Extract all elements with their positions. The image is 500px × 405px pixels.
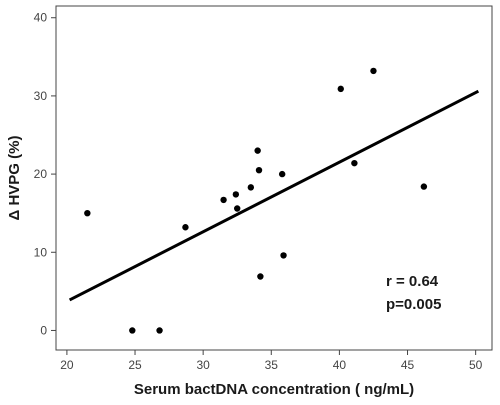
axis-ticks: 20 25 30 35 40 45 50 0 10 20 30 40 [34,11,483,372]
data-point [84,209,91,217]
x-tick-label: 20 [60,358,74,372]
data-point [278,170,286,178]
data-point [232,191,240,198]
data-point [351,159,358,167]
data-points [84,67,428,334]
y-tick-label: 40 [34,11,48,25]
x-tick-label: 40 [333,358,347,372]
data-point [156,327,163,334]
y-tick-label: 20 [34,167,48,181]
data-point [337,85,344,93]
data-point [220,196,227,204]
data-point [257,273,264,280]
regression-line [68,89,480,302]
plot-frame [55,5,493,351]
data-point [182,224,189,231]
y-tick-label: 10 [34,245,48,259]
x-axis-title: Serum bactDNA concentration ( ng/mL) [134,381,414,398]
x-tick-label: 25 [128,358,142,372]
correlation-coefficient: r = 0.64 [386,273,439,290]
data-point [254,147,261,154]
data-point [420,183,428,190]
data-point [234,205,241,212]
y-tick-label: 30 [34,89,48,103]
x-tick-label: 30 [196,358,210,372]
y-axis-title: Δ HVPG (%) [6,136,23,221]
data-point [370,67,377,75]
x-tick-label: 35 [265,358,279,372]
data-point [255,166,263,174]
data-point [247,184,255,191]
data-point [280,252,287,259]
y-tick-label: 0 [40,323,47,337]
data-point [129,327,136,334]
p-value: p=0.005 [386,296,441,313]
x-tick-label: 45 [401,358,415,372]
x-tick-label: 50 [469,358,483,372]
